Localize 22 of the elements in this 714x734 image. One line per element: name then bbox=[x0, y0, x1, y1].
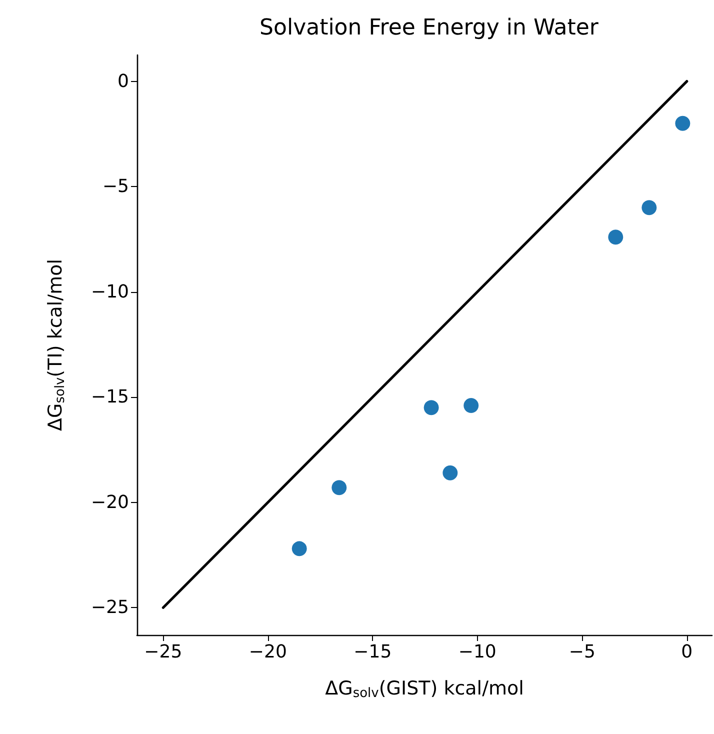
point bbox=[442, 465, 458, 480]
x-tick-label: −10 bbox=[458, 642, 496, 662]
y-tick-label: −20 bbox=[91, 492, 129, 513]
point bbox=[608, 230, 624, 245]
y-axis-title: ΔGsolv(TI) kcal/mol bbox=[44, 258, 68, 432]
y-tick-label: −25 bbox=[91, 597, 129, 618]
x-tick-label: −20 bbox=[248, 642, 287, 662]
point bbox=[424, 400, 439, 416]
y-tick-label: −10 bbox=[91, 281, 129, 302]
chart-title: Solvation Free Energy in Water bbox=[260, 16, 600, 40]
x-tick-label: −5 bbox=[568, 642, 596, 662]
x-tick-label: −15 bbox=[354, 642, 392, 662]
point bbox=[332, 480, 347, 496]
point bbox=[464, 398, 479, 414]
x-tick-label: −25 bbox=[144, 642, 182, 662]
point bbox=[675, 116, 690, 131]
x-tick-label: 0 bbox=[681, 642, 693, 662]
point bbox=[642, 200, 657, 216]
point bbox=[292, 541, 307, 556]
y-tick-label: −15 bbox=[91, 386, 129, 408]
y-tick-label: 0 bbox=[118, 70, 129, 92]
y-tick-label: −5 bbox=[102, 176, 129, 198]
